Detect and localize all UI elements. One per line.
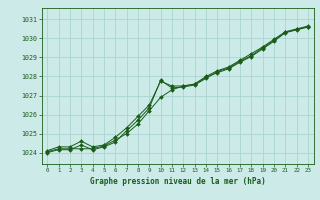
X-axis label: Graphe pression niveau de la mer (hPa): Graphe pression niveau de la mer (hPa) xyxy=(90,177,266,186)
